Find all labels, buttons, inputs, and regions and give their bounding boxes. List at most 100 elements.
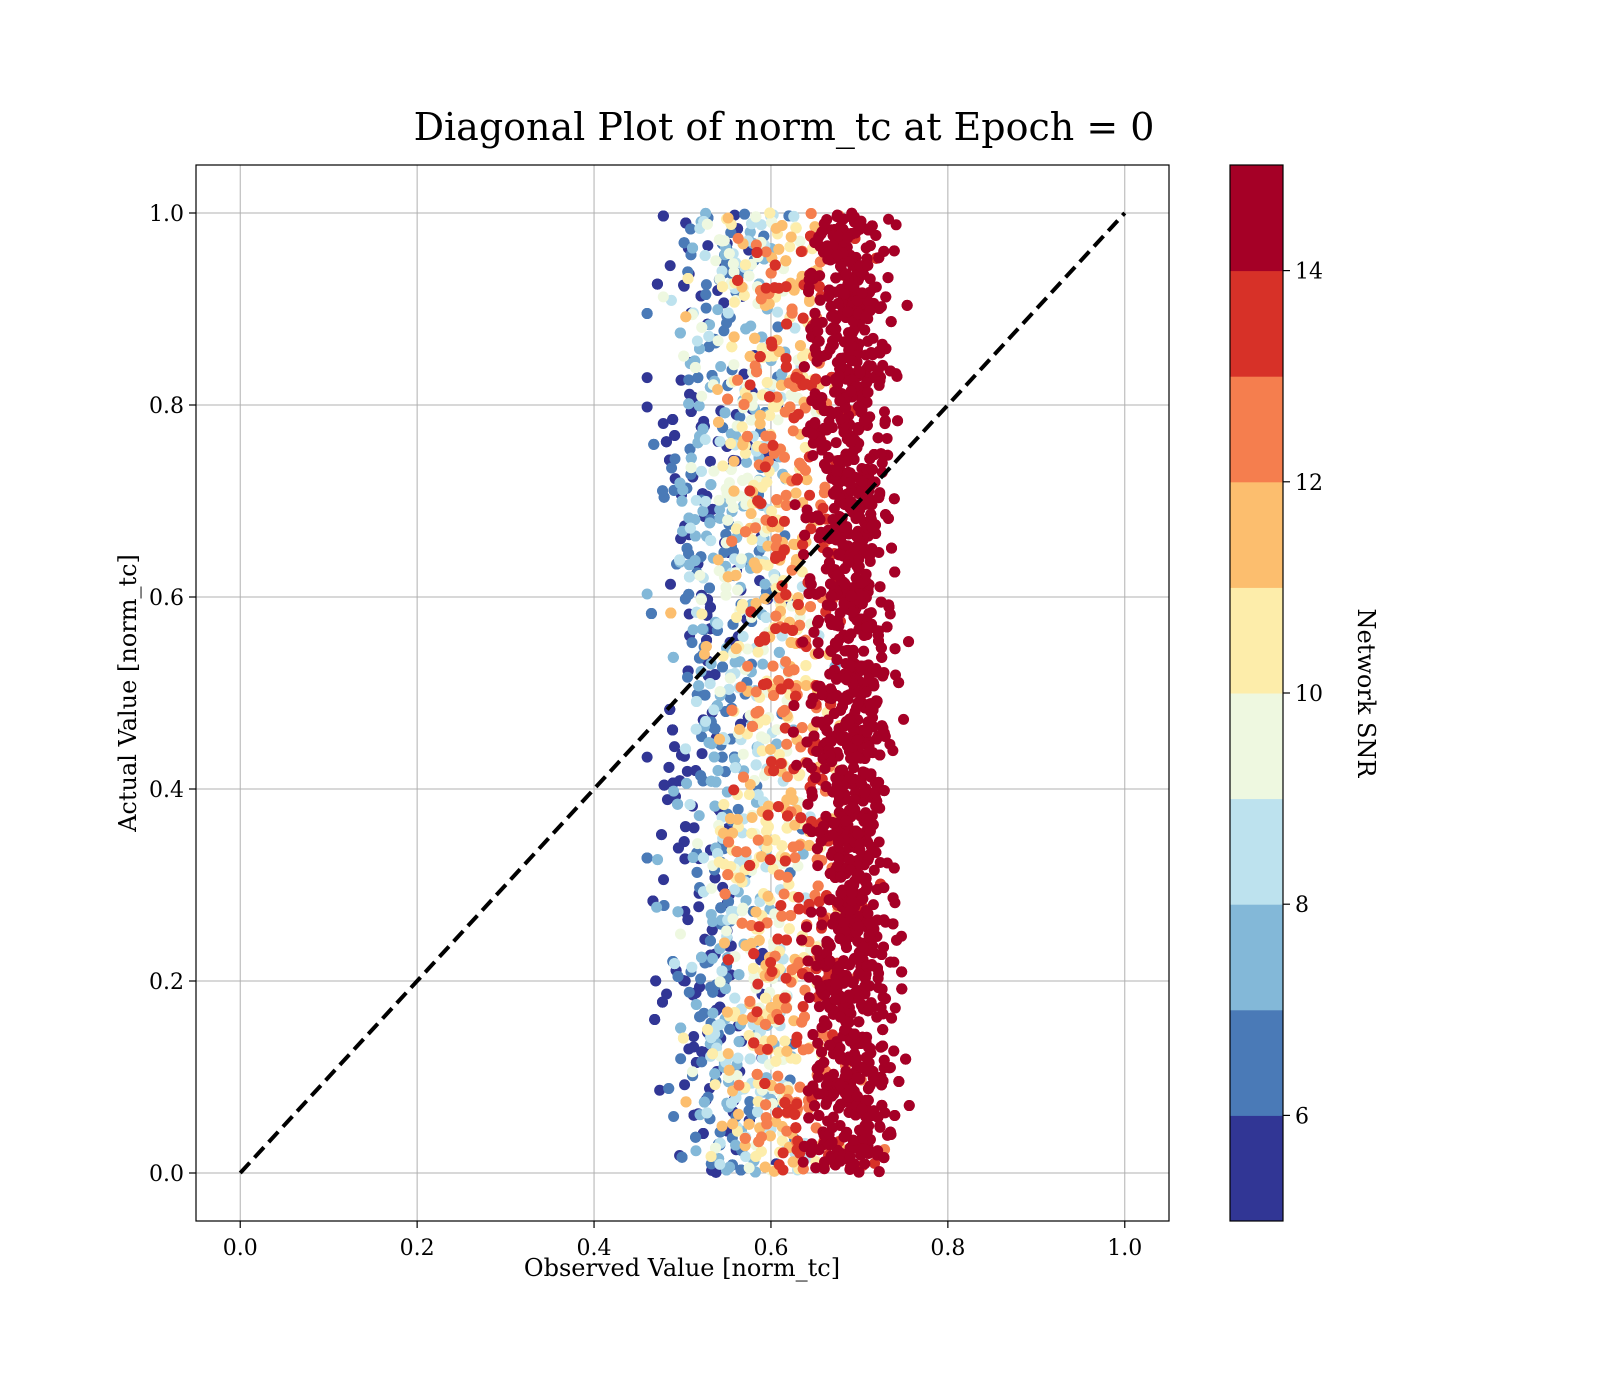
scatter-point — [790, 1122, 802, 1134]
scatter-point — [830, 272, 842, 284]
scatter-point — [669, 429, 681, 441]
scatter-point — [723, 683, 735, 695]
scatter-point — [761, 834, 773, 846]
scatter-point — [651, 278, 663, 290]
scatter-point — [874, 581, 886, 593]
scatter-point — [734, 872, 746, 884]
scatter-point — [657, 210, 669, 222]
scatter-point — [780, 361, 792, 373]
scatter-point — [690, 1145, 702, 1157]
scatter-point — [773, 749, 785, 761]
scatter-point — [801, 921, 813, 933]
scatter-point — [652, 854, 664, 866]
scatter-point — [681, 777, 693, 789]
scatter-point — [901, 299, 913, 311]
scatter-point — [641, 751, 653, 763]
scatter-point — [733, 969, 745, 981]
scatter-point — [705, 535, 717, 547]
scatter-point — [760, 992, 772, 1004]
scatter-point — [683, 374, 695, 386]
scatter-point — [735, 681, 747, 693]
scatter-point — [696, 623, 708, 635]
scatter-point — [760, 246, 772, 258]
scatter-point — [797, 351, 809, 363]
scatter-point — [781, 871, 793, 883]
scatter-point — [766, 516, 778, 528]
scatter-point — [685, 462, 697, 474]
scatter-point — [851, 614, 863, 626]
scatter-point — [754, 896, 766, 908]
scatter-point — [705, 882, 717, 894]
scatter-point — [788, 412, 800, 424]
scatter-point — [707, 1048, 719, 1060]
scatter-point — [749, 332, 761, 344]
scatter-point — [740, 940, 752, 952]
scatter-point — [793, 903, 805, 915]
scatter-point — [656, 829, 668, 841]
scatter-point — [756, 342, 768, 354]
scatter-point — [805, 762, 817, 774]
scatter-point — [745, 508, 757, 520]
scatter-point — [797, 539, 809, 551]
scatter-point — [890, 219, 902, 231]
scatter-point — [881, 621, 893, 633]
scatter-point — [781, 1045, 793, 1057]
scatter-point — [677, 1032, 689, 1044]
scatter-point — [800, 378, 812, 390]
scatter-point — [758, 442, 770, 454]
scatter-point — [790, 222, 802, 234]
scatter-point — [725, 464, 737, 476]
scatter-point — [679, 853, 691, 865]
scatter-point — [792, 599, 804, 611]
scatter-point — [771, 494, 783, 506]
scatter-point — [696, 1056, 708, 1068]
scatter-point — [688, 1030, 700, 1042]
scatter-point — [704, 455, 716, 467]
scatter-point — [713, 416, 725, 428]
scatter-point — [744, 1095, 756, 1107]
scatter-point — [748, 557, 760, 569]
scatter-point — [696, 1046, 708, 1058]
scatter-point — [809, 1100, 821, 1112]
scatter-point — [664, 578, 676, 590]
scatter-point — [813, 647, 825, 659]
scatter-point — [880, 509, 892, 521]
scatter-point — [672, 906, 684, 918]
scatter-point — [765, 756, 777, 768]
scatter-point — [674, 477, 686, 489]
scatter-point — [737, 1014, 749, 1026]
scatter-point — [729, 762, 741, 774]
scatter-point — [680, 743, 692, 755]
scatter-point — [810, 772, 822, 784]
scatter-point — [760, 1099, 772, 1111]
scatter-point — [641, 401, 653, 413]
scatter-point — [675, 1053, 687, 1065]
scatter-point — [812, 880, 824, 892]
scatter-point — [835, 549, 847, 561]
scatter-point — [739, 259, 751, 271]
scatter-point — [738, 398, 750, 410]
scatter-point — [726, 535, 738, 547]
scatter-point — [781, 1125, 793, 1137]
scatter-point — [714, 1018, 726, 1030]
scatter-point — [740, 846, 752, 858]
scatter-point — [731, 1070, 743, 1082]
scatter-point — [859, 324, 871, 336]
scatter-point — [695, 1010, 707, 1022]
scatter-point — [731, 846, 743, 858]
scatter-point — [641, 588, 653, 600]
scatter-point — [746, 534, 758, 546]
scatter-point — [752, 646, 764, 658]
scatter-point — [779, 1035, 791, 1047]
scatter-point — [802, 798, 814, 810]
scatter-point — [654, 1084, 666, 1096]
scatter-point — [877, 1040, 889, 1052]
scatter-point — [800, 679, 812, 691]
scatter-point — [790, 487, 802, 499]
scatter-point — [788, 210, 800, 222]
scatter-point — [863, 360, 875, 372]
scatter-point — [780, 353, 792, 365]
scatter-point — [678, 350, 690, 362]
scatter-point — [732, 1108, 744, 1120]
scatter-point — [900, 1053, 912, 1065]
